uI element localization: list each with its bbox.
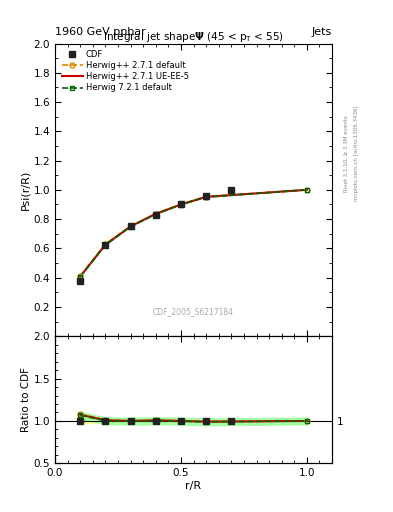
Text: Jets: Jets xyxy=(312,27,332,37)
Text: CDF_2005_S6217184: CDF_2005_S6217184 xyxy=(153,307,234,316)
X-axis label: r/R: r/R xyxy=(185,481,202,491)
Y-axis label: Ratio to CDF: Ratio to CDF xyxy=(21,367,31,432)
Y-axis label: Psi(r/R): Psi(r/R) xyxy=(21,169,31,210)
Legend: CDF, Herwig++ 2.7.1 default, Herwig++ 2.7.1 UE-EE-5, Herwig 7.2.1 default: CDF, Herwig++ 2.7.1 default, Herwig++ 2.… xyxy=(59,48,191,95)
Title: Integral jet shape$\mathbf{\Psi}$ (45 < p$_\mathregular{T}$ < 55): Integral jet shape$\mathbf{\Psi}$ (45 < … xyxy=(103,30,284,44)
Text: Rivet 3.1.10, ≥ 3.3M events: Rivet 3.1.10, ≥ 3.3M events xyxy=(344,115,349,192)
Text: mcplots.cern.ch [arXiv:1306.3436]: mcplots.cern.ch [arXiv:1306.3436] xyxy=(354,106,359,201)
Text: 1960 GeV ppbar: 1960 GeV ppbar xyxy=(55,27,146,37)
